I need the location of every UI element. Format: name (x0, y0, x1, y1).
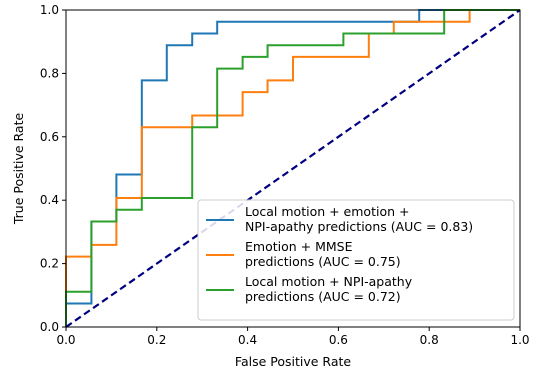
y-tick-label: 0.4 (40, 193, 59, 207)
x-axis-label: False Positive Rate (235, 354, 351, 369)
legend: Local motion + emotion +NPI-apathy predi… (197, 199, 515, 321)
legend-label: Local motion + emotion + (245, 204, 409, 219)
legend-label: Emotion + MMSE (245, 239, 353, 254)
x-tick-label: 1.0 (510, 333, 529, 347)
legend-label: predictions (AUC = 0.72) (245, 289, 401, 304)
legend-box (197, 199, 515, 321)
reference-diagonal-line (65, 9, 521, 328)
y-tick-label: 0.8 (40, 66, 59, 80)
y-axis-label: True Positive Rate (11, 113, 26, 226)
legend-label: predictions (AUC = 0.75) (245, 254, 401, 269)
legend-label: NPI-apathy predictions (AUC = 0.83) (245, 219, 473, 234)
x-tick-label: 0.4 (238, 333, 257, 347)
y-tick-label: 0.6 (40, 130, 59, 144)
series-line-2 (65, 9, 520, 327)
series-layer (65, 9, 520, 327)
plot-frame (65, 9, 521, 328)
x-tick-label: 0.8 (420, 333, 439, 347)
y-tick-label: 1.0 (40, 3, 59, 17)
x-tick-label: 0.6 (329, 333, 348, 347)
series-line-3 (65, 9, 520, 327)
legend-label: Local motion + NPI-apathy (245, 274, 413, 289)
x-tick-label: 0.2 (147, 333, 166, 347)
y-tick-label: 0.2 (40, 257, 59, 271)
x-tick-label: 0.0 (56, 333, 75, 347)
reference-line-layer (65, 9, 521, 328)
y-tick-label: 0.0 (40, 320, 59, 334)
ticks-layer: 0.0 0.2 0.4 0.6 0.8 1.0 0.0 0.2 0.4 0.6 0.8 1.0 (40, 3, 530, 347)
